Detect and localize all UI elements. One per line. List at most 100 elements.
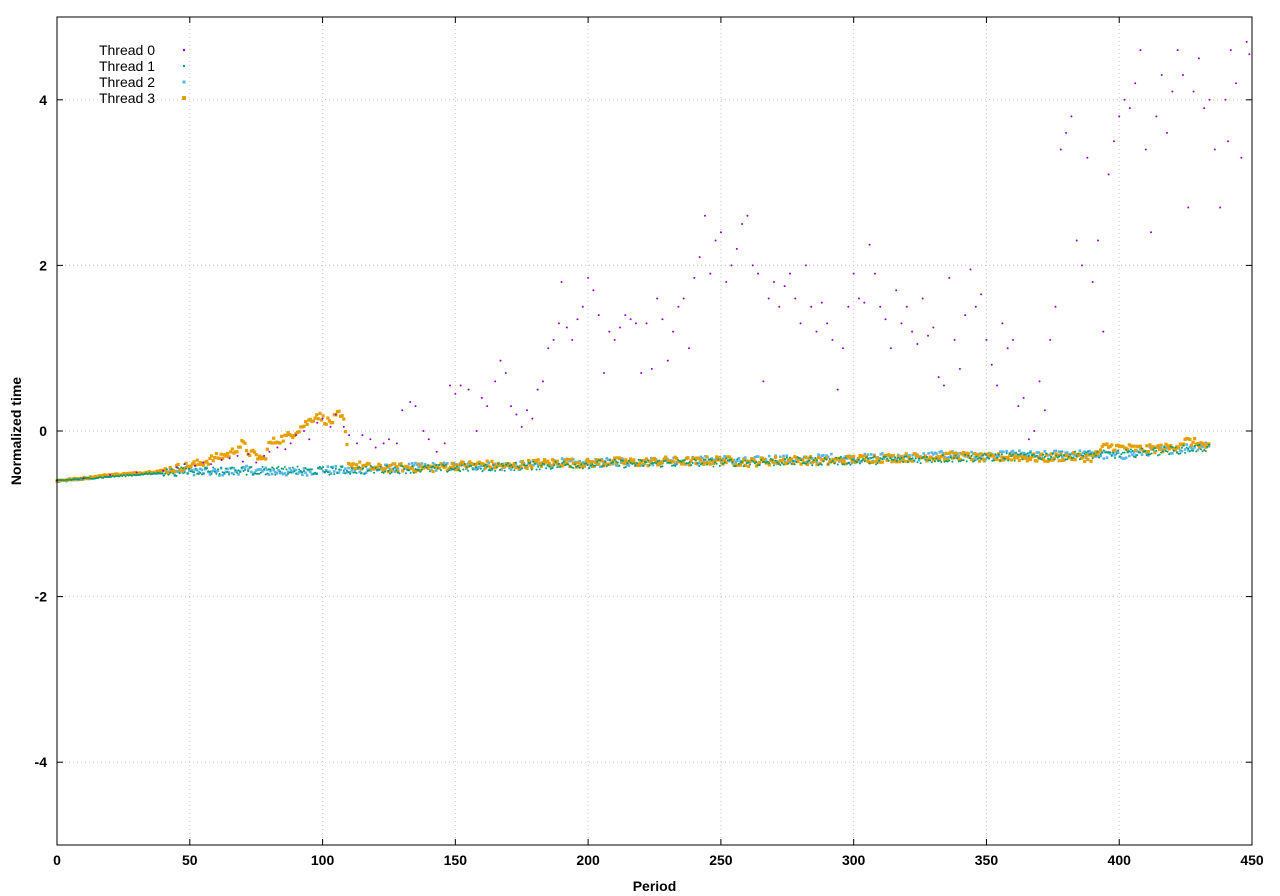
data-point xyxy=(503,469,506,472)
data-point xyxy=(478,462,481,465)
data-point xyxy=(1054,305,1057,308)
data-point xyxy=(467,469,470,472)
data-point xyxy=(871,460,875,464)
data-point xyxy=(972,460,975,463)
data-point xyxy=(321,469,325,473)
data-point xyxy=(976,454,980,458)
data-point xyxy=(302,430,305,432)
data-point xyxy=(191,470,194,473)
data-point xyxy=(414,405,417,408)
data-point xyxy=(771,458,774,461)
data-point xyxy=(422,465,425,468)
data-point xyxy=(570,466,573,469)
data-point xyxy=(357,466,360,469)
data-point xyxy=(250,470,253,474)
data-point xyxy=(535,468,538,471)
data-point xyxy=(1204,445,1208,449)
series-thread-0 xyxy=(56,40,1251,482)
data-point xyxy=(215,472,218,475)
data-point xyxy=(1038,380,1041,383)
data-point xyxy=(1054,449,1058,453)
data-point xyxy=(787,462,790,465)
data-point xyxy=(861,454,865,458)
data-point xyxy=(620,459,623,462)
data-point xyxy=(1155,449,1158,452)
data-point xyxy=(1051,458,1055,462)
data-point xyxy=(321,414,325,418)
data-point xyxy=(726,459,729,462)
data-point xyxy=(208,473,212,476)
data-point xyxy=(659,462,663,466)
data-point xyxy=(626,462,629,465)
data-point xyxy=(401,465,404,468)
data-point xyxy=(360,472,363,475)
data-point xyxy=(767,297,770,300)
data-point xyxy=(686,456,690,460)
data-point xyxy=(305,422,309,427)
data-point xyxy=(1071,451,1076,455)
data-point xyxy=(412,463,416,467)
legend-item: Thread 1 xyxy=(99,58,186,74)
data-point xyxy=(855,461,858,464)
data-point xyxy=(1104,451,1107,454)
data-point xyxy=(1196,441,1200,446)
data-point xyxy=(1171,90,1174,93)
data-point xyxy=(436,467,439,470)
data-point xyxy=(578,464,582,469)
data-point xyxy=(817,453,820,457)
data-point xyxy=(1099,448,1103,452)
data-point xyxy=(286,431,290,435)
data-point xyxy=(890,458,893,461)
data-point xyxy=(1134,448,1138,452)
data-point xyxy=(424,465,427,468)
data-point xyxy=(1156,444,1160,448)
data-point xyxy=(686,462,689,465)
data-point xyxy=(1142,450,1145,453)
data-point xyxy=(616,464,620,467)
data-point xyxy=(1089,451,1093,455)
data-point xyxy=(1102,457,1106,460)
data-point xyxy=(563,460,567,464)
data-point xyxy=(586,463,589,466)
data-point xyxy=(205,467,208,470)
data-point xyxy=(459,384,462,387)
data-point xyxy=(1235,82,1238,85)
data-point xyxy=(272,467,275,470)
data-point xyxy=(187,469,191,472)
data-point xyxy=(490,459,494,463)
data-point xyxy=(353,466,357,471)
data-point xyxy=(484,466,488,470)
data-point xyxy=(97,476,100,479)
data-point xyxy=(1207,443,1210,446)
data-point xyxy=(280,467,283,470)
data-point xyxy=(245,473,248,476)
data-point xyxy=(476,466,479,470)
data-point xyxy=(799,462,803,466)
data-point xyxy=(494,469,497,472)
data-point xyxy=(653,461,656,464)
data-point xyxy=(961,459,964,462)
data-point xyxy=(348,434,351,437)
data-point xyxy=(664,459,667,462)
data-point xyxy=(673,462,677,466)
data-point xyxy=(737,457,741,460)
data-point xyxy=(298,468,301,471)
data-point xyxy=(302,467,306,470)
data-point xyxy=(1123,98,1126,101)
data-point xyxy=(1084,456,1088,460)
data-point xyxy=(1059,452,1063,456)
data-point xyxy=(84,477,87,480)
data-point xyxy=(318,465,321,468)
data-point xyxy=(162,469,165,472)
data-point xyxy=(941,451,945,455)
data-point xyxy=(1021,451,1024,455)
data-point xyxy=(683,462,687,466)
data-point xyxy=(369,438,372,441)
data-point xyxy=(1186,449,1190,452)
data-point xyxy=(235,450,239,454)
data-point xyxy=(512,461,516,466)
data-point xyxy=(1035,451,1039,454)
data-point xyxy=(403,467,406,470)
data-point xyxy=(698,256,701,259)
data-point xyxy=(330,465,333,468)
